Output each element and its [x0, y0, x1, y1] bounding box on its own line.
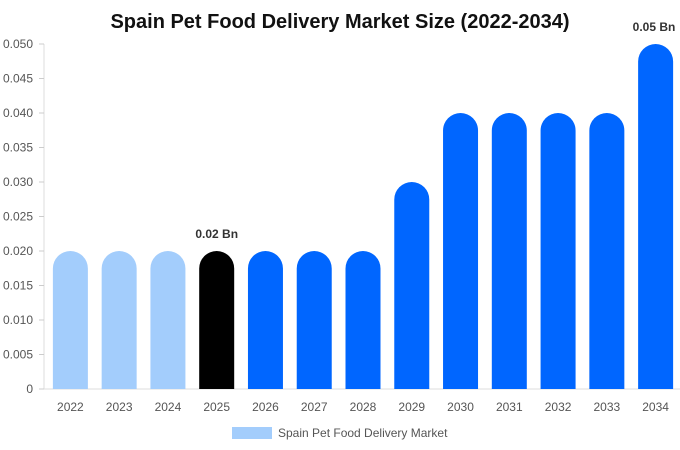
x-tick-label: 2031 — [496, 400, 523, 414]
legend[interactable]: Spain Pet Food Delivery Market — [232, 426, 448, 440]
bar-2023[interactable] — [101, 251, 137, 389]
legend-swatch — [232, 427, 272, 439]
bar-2025[interactable] — [199, 251, 235, 389]
x-tick-label: 2027 — [301, 400, 328, 414]
y-tick-label: 0.025 — [3, 210, 33, 224]
x-tick-label: 2023 — [106, 400, 133, 414]
y-tick-label: 0.035 — [3, 141, 33, 155]
y-tick-label: 0.045 — [3, 72, 33, 86]
x-tick-label: 2032 — [545, 400, 572, 414]
data-labels-group: 0.02 Bn 0.05 Bn — [195, 20, 675, 241]
data-label-2025: 0.02 Bn — [195, 227, 238, 241]
chart-title: Spain Pet Food Delivery Market Size (202… — [110, 11, 569, 33]
bar-2032[interactable] — [540, 113, 576, 389]
x-tick-label: 2033 — [593, 400, 620, 414]
bar-2029[interactable] — [394, 182, 430, 389]
x-tick-label: 2024 — [155, 400, 182, 414]
bar-2027[interactable] — [296, 251, 332, 389]
x-tick-label: 2030 — [447, 400, 474, 414]
bar-2030[interactable] — [443, 113, 479, 389]
x-tick-label: 2025 — [203, 400, 230, 414]
x-tick-label: 2029 — [398, 400, 425, 414]
y-tick-label: 0.050 — [3, 37, 33, 51]
x-tick-label: 2034 — [642, 400, 669, 414]
bar-2034[interactable] — [638, 44, 674, 389]
bar-2024[interactable] — [150, 251, 186, 389]
x-tick-label: 2026 — [252, 400, 279, 414]
data-label-2034: 0.05 Bn — [633, 20, 676, 34]
legend-label: Spain Pet Food Delivery Market — [278, 426, 448, 440]
bar-2026[interactable] — [247, 251, 283, 389]
x-axis: 2022 2023 2024 2025 2026 2027 2028 2029 2030 2031… — [44, 388, 680, 414]
x-tick-label: 2028 — [350, 400, 377, 414]
y-tick-label: 0.030 — [3, 175, 33, 189]
y-tick-label: 0 — [26, 382, 33, 396]
x-tick-label: 2022 — [57, 400, 84, 414]
bar-2033[interactable] — [589, 113, 625, 389]
y-tick-label: 0.015 — [3, 279, 33, 293]
bar-2031[interactable] — [491, 113, 527, 389]
bars-group — [52, 44, 674, 389]
y-axis: 0 0.005 0.010 0.015 0.020 0.025 0.030 0.035 0.04… — [3, 37, 45, 396]
y-tick-label: 0.005 — [3, 348, 33, 362]
y-tick-label: 0.040 — [3, 106, 33, 120]
y-tick-label: 0.010 — [3, 313, 33, 327]
y-tick-label: 0.020 — [3, 244, 33, 258]
bar-2028[interactable] — [345, 251, 381, 389]
bar-2022[interactable] — [52, 251, 88, 389]
